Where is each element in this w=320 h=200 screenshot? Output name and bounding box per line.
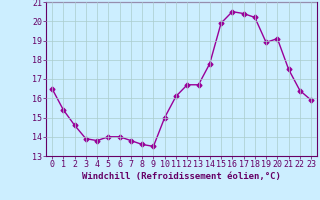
X-axis label: Windchill (Refroidissement éolien,°C): Windchill (Refroidissement éolien,°C): [82, 172, 281, 181]
